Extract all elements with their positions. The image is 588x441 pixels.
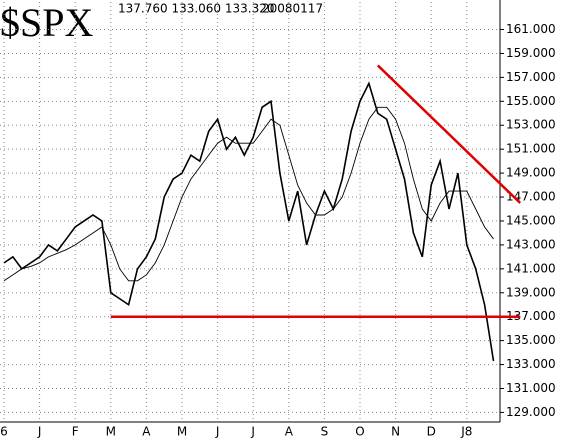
x-tick-label: J xyxy=(250,425,255,439)
x-tick-label: A xyxy=(285,425,294,439)
y-tick-label: 133.000 xyxy=(506,357,556,371)
date-readout: 20080117 xyxy=(262,2,323,16)
y-tick-label: 153.000 xyxy=(506,118,556,132)
x-tick-label: F xyxy=(72,425,79,439)
y-tick-label: 155.000 xyxy=(506,94,556,108)
y-tick-label: 135.000 xyxy=(506,333,556,347)
x-tick-label: 6 xyxy=(0,425,8,439)
x-tick-label: D xyxy=(427,425,436,439)
y-tick-label: 131.000 xyxy=(506,381,556,395)
x-tick-label: O xyxy=(355,425,364,439)
x-tick-label: J xyxy=(37,425,42,439)
y-tick-label: 143.000 xyxy=(506,237,556,251)
y-tick-label: 137.000 xyxy=(506,309,556,323)
x-tick-label: J xyxy=(215,425,220,439)
y-tick-label: 157.000 xyxy=(506,70,556,84)
chart-title: $SPX xyxy=(0,0,93,45)
y-tick-label: 141.000 xyxy=(506,261,556,275)
x-tick-label: S xyxy=(321,425,329,439)
y-tick-label: 149.000 xyxy=(506,166,556,180)
x-tick-label: N xyxy=(391,425,400,439)
price-line xyxy=(3,106,494,282)
y-tick-label: 161.000 xyxy=(506,22,556,36)
y-tick-label: 151.000 xyxy=(506,142,556,156)
y-tick-label: 129.000 xyxy=(506,405,556,419)
x-tick-label: M xyxy=(177,425,187,439)
y-tick-label: 139.000 xyxy=(506,285,556,299)
y-tick-label: 159.000 xyxy=(506,46,556,60)
x-tick-label: J8 xyxy=(460,425,472,439)
trend-line xyxy=(376,64,522,204)
price-line xyxy=(3,81,495,362)
x-tick-label: M xyxy=(106,425,116,439)
y-tick-label: 145.000 xyxy=(506,213,556,227)
x-tick-label: A xyxy=(142,425,151,439)
price-readout: 137.760 133.060 133.320 xyxy=(118,2,275,16)
